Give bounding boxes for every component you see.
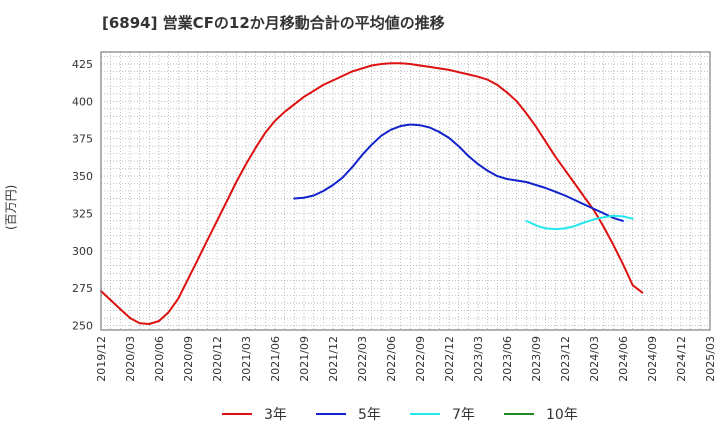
- series-line: [525, 214, 634, 231]
- x-tick-label: 2025/03: [704, 336, 717, 382]
- x-tick-label: 2022/12: [443, 336, 456, 382]
- x-tick-label: 2023/03: [472, 336, 485, 382]
- y-tick-label: 325: [72, 207, 93, 220]
- y-tick-label: 375: [72, 133, 93, 146]
- plot-frame: [100, 51, 711, 331]
- x-tick-label: 2024/03: [588, 336, 601, 382]
- x-tick-label: 2022/06: [385, 336, 398, 382]
- x-tick-label: 2021/12: [327, 336, 340, 382]
- x-tick-label: 2024/12: [675, 336, 688, 382]
- series-line: [100, 62, 644, 325]
- x-tick-label: 2019/12: [95, 336, 108, 382]
- x-tick-label: 2020/12: [211, 336, 224, 382]
- legend-label: 3年: [264, 407, 287, 423]
- series-lines: [100, 62, 644, 325]
- x-tick-label: 2022/03: [356, 336, 369, 382]
- y-tick-label: 425: [72, 58, 93, 71]
- x-tick-labels: 2019/12 2020/03 2020/06 2020/09 2020/12 2021/…: [95, 336, 717, 382]
- y-tick-label: 300: [72, 245, 93, 258]
- legend: 3年 5年 7年 10年: [222, 407, 578, 423]
- x-tick-label: 2020/03: [124, 336, 137, 382]
- y-tick-label: 250: [72, 320, 93, 333]
- x-tick-label: 2024/06: [617, 336, 630, 382]
- x-tick-label: 2021/03: [240, 336, 253, 382]
- chart-title: [6894] 営業CFの12か月移動合計の平均値の推移: [102, 14, 445, 32]
- x-tick-label: 2023/12: [559, 336, 572, 382]
- y-tick-label: 400: [72, 95, 93, 108]
- x-tick-label: 2021/09: [298, 336, 311, 382]
- x-tick-label: 2024/09: [646, 336, 659, 382]
- x-tick-label: 2020/06: [153, 336, 166, 382]
- legend-label: 10年: [546, 407, 578, 423]
- legend-label: 5年: [358, 407, 381, 423]
- y-tick-label: 275: [72, 282, 93, 295]
- legend-label: 7年: [452, 407, 475, 423]
- x-tick-label: 2022/09: [414, 336, 427, 382]
- series-line: [293, 123, 624, 222]
- x-tick-label: 2023/06: [501, 336, 514, 382]
- x-tick-label: 2023/09: [530, 336, 543, 382]
- grid-lines: [100, 52, 711, 330]
- x-tick-label: 2021/06: [269, 336, 282, 382]
- x-tick-label: 2020/09: [182, 336, 195, 382]
- y-tick-label: 350: [72, 170, 93, 183]
- y-tick-labels: 250 275 300 325 350 375 400 425: [72, 58, 93, 333]
